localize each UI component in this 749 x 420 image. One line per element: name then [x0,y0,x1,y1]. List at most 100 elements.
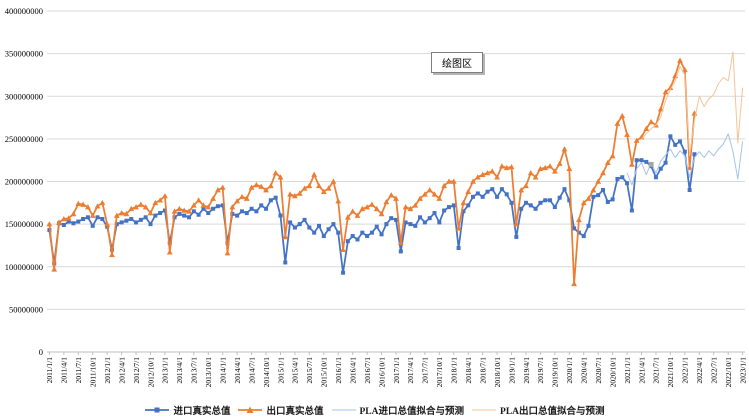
marker-triangle [306,182,313,189]
x-axis-tick-label: 2015/10/1 [320,357,329,388]
marker-square [206,211,211,216]
x-axis-tick-label: 2023/1/1 [738,357,747,384]
plot-area-label-text: 绘图区 [442,59,472,70]
marker-square [61,222,66,227]
marker-square [403,220,408,225]
marker-triangle [330,178,337,184]
marker-square [591,194,596,199]
x-axis-tick-label: 2012/1/1 [103,357,112,384]
marker-square [182,213,187,218]
marker-square [576,230,581,235]
plot-area-label-box[interactable]: 绘图区 [431,52,483,73]
x-axis-tick-label: 2020/10/1 [608,357,617,388]
x-axis-tick-label: 2014/1/1 [219,357,228,384]
marker-triangle [576,216,582,223]
marker-triangle [402,204,409,210]
marker-triangle [258,183,265,189]
x-axis-tick-label: 2022/4/1 [695,357,704,384]
marker-triangle [566,165,573,172]
marker-square [418,215,423,220]
marker-square [629,208,634,213]
y-axis-tick-label: 300000000 [5,91,43,101]
marker-triangle [397,239,404,246]
marker-triangle [604,159,611,166]
marker-triangle [296,190,303,196]
legend-item-3[interactable]: PLA出口总值拟合与预测 [471,403,605,417]
marker-triangle [628,161,635,167]
marker-square [394,217,398,222]
x-axis-tick-label: 2013/10/1 [204,357,213,388]
marker-triangle [214,187,221,193]
x-axis-tick-label: 2015/1/1 [276,357,285,384]
x-axis-tick-label: 2019/4/1 [522,357,531,384]
marker-square [239,209,244,214]
marker-square [490,187,495,192]
marker-triangle [128,205,135,212]
marker-triangle [499,163,505,169]
marker-square [278,213,283,218]
marker-square [148,222,153,227]
marker-triangle [340,246,346,252]
marker-triangle [643,125,650,131]
marker-square [408,222,413,227]
marker-square [264,206,269,211]
x-axis-tick-label: 2014/7/1 [247,357,256,384]
marker-triangle [56,219,62,225]
marker-square [437,220,442,225]
marker-square [461,209,466,214]
marker-triangle [123,210,130,217]
x-axis-tick-label: 2012/4/1 [117,357,126,384]
marker-triangle [474,174,481,180]
x-axis-tick-label: 2015/4/1 [291,357,300,384]
marker-triangle [657,106,664,112]
x-axis-tick-label: 2019/7/1 [536,357,545,384]
marker-square [514,234,519,239]
marker-triangle [633,137,640,143]
legend-item-2[interactable]: PLA进口总值拟合与预测 [331,403,464,417]
marker-triangle [311,171,318,177]
marker-square [413,223,418,228]
legend-item-1[interactable]: 出口真实总值 [237,403,324,417]
marker-triangle [580,199,587,206]
marker-triangle [532,174,539,180]
marker-triangle [571,280,578,287]
marker-square [480,194,485,199]
marker-square [196,212,201,217]
marker-triangle [152,199,159,206]
marker-square [201,206,206,211]
y-axis-tick-label: 100000000 [5,262,43,272]
marker-triangle [320,188,327,195]
x-axis-tick-label: 2019/1/1 [507,357,516,384]
marker-square [456,245,461,250]
x-axis-tick-label: 2021/10/1 [666,357,675,388]
marker-square [191,209,196,214]
marker-triangle [186,208,192,214]
marker-triangle [147,210,154,216]
marker-triangle [590,187,597,193]
marker-triangle [470,178,476,184]
legend-item-0[interactable]: 进口真实总值 [144,403,230,417]
marker-square [485,189,490,194]
marker-square [495,194,500,199]
marker-square [100,217,105,222]
marker-square [687,188,692,193]
marker-triangle [417,195,423,201]
marker-square [244,211,249,216]
marker-square [129,217,134,222]
marker-triangle [662,88,669,95]
marker-triangle [373,205,380,212]
series-line-3 [641,51,744,157]
marker-square [350,234,355,239]
x-axis-tick-label: 2021/4/1 [637,357,646,384]
marker-triangle [460,199,467,206]
marker-square [95,215,100,220]
marker-square [509,200,514,205]
series-line-1 [48,59,696,285]
marker-square [292,225,297,230]
marker-square [374,224,379,229]
marker-square [427,216,432,221]
marker-triangle [344,214,351,220]
legend-label: 进口真实总值 [173,407,231,417]
